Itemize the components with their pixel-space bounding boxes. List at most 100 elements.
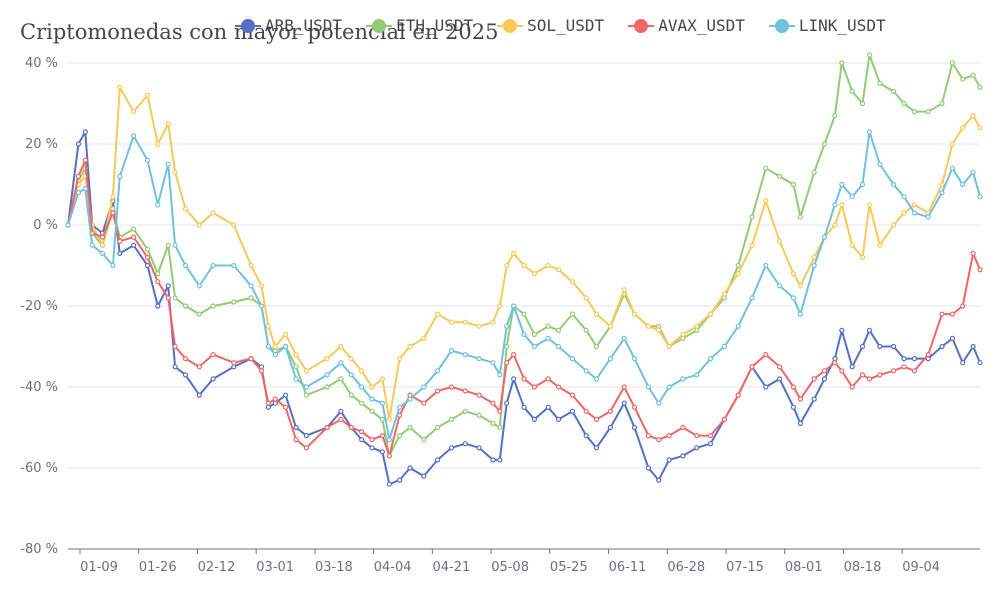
legend-label: ARB_USDT — [265, 16, 343, 35]
data-point — [694, 372, 700, 378]
data-point — [901, 194, 907, 200]
data-point — [155, 279, 161, 285]
data-point — [797, 214, 804, 220]
data-point — [859, 372, 866, 378]
chart-legend: ARB_USDT ETH_USDT SOL_USDT AVAX_USDT LINK_US… — [235, 16, 886, 35]
data-point — [839, 368, 845, 374]
data-point — [939, 311, 945, 317]
data-point — [555, 416, 562, 422]
data-point — [155, 202, 161, 208]
data-point — [435, 424, 441, 431]
data-point — [656, 323, 662, 329]
data-point — [82, 129, 88, 135]
data-point — [694, 445, 700, 451]
data-point — [797, 396, 804, 402]
data-point — [839, 60, 845, 66]
data-point — [476, 412, 482, 418]
data-point — [680, 331, 686, 337]
data-point — [172, 364, 178, 370]
data-point — [890, 88, 897, 95]
data-point — [283, 404, 289, 410]
data-point — [462, 408, 468, 414]
data-point — [645, 465, 652, 471]
data-point — [348, 372, 354, 378]
data-point — [379, 449, 385, 455]
data-point — [490, 457, 496, 463]
data-point — [435, 368, 441, 374]
data-point — [338, 408, 344, 414]
data-point — [359, 384, 365, 390]
data-point — [832, 356, 838, 362]
data-point — [172, 169, 178, 175]
data-point — [666, 343, 672, 350]
data-point — [155, 271, 161, 277]
data-point — [749, 295, 755, 301]
data-point — [89, 242, 95, 248]
data-point — [324, 424, 330, 431]
data-point — [435, 457, 441, 463]
y-tick-label: -20 % — [20, 299, 58, 314]
data-point — [324, 356, 330, 362]
data-point — [832, 202, 838, 208]
data-point — [866, 327, 873, 333]
data-point — [293, 376, 299, 382]
data-point — [569, 408, 576, 414]
data-point — [960, 181, 966, 188]
data-point — [555, 343, 562, 350]
data-point — [680, 424, 686, 431]
data-point — [462, 441, 468, 447]
data-point — [75, 141, 82, 147]
legend-item-sol_usdt[interactable]: SOL_USDT — [497, 16, 604, 35]
data-point — [155, 303, 161, 309]
data-point — [631, 404, 638, 410]
x-tick-label: 01-26 — [139, 560, 177, 575]
data-point — [210, 376, 216, 382]
data-point — [435, 388, 441, 394]
data-point — [949, 311, 956, 317]
data-point — [476, 323, 482, 329]
legend-item-link_usdt[interactable]: LINK_USDT — [768, 16, 886, 35]
data-point — [925, 352, 931, 358]
data-point — [849, 242, 855, 248]
data-point — [656, 327, 662, 333]
data-point — [99, 234, 106, 240]
data-point — [890, 368, 897, 374]
data-point — [504, 360, 510, 366]
data-point — [797, 283, 804, 289]
data-point — [607, 323, 614, 329]
data-point — [901, 356, 907, 362]
data-point — [763, 352, 769, 358]
data-point — [911, 356, 918, 362]
data-point — [379, 433, 385, 439]
legend-item-eth_usdt[interactable]: ETH_USDT — [366, 16, 473, 35]
data-point — [65, 222, 71, 228]
data-point — [776, 238, 783, 244]
data-point — [849, 364, 855, 370]
legend-item-avax_usdt[interactable]: AVAX_USDT — [628, 16, 745, 35]
data-point — [839, 181, 845, 188]
data-point — [631, 356, 638, 362]
y-tick-label: 0 % — [33, 218, 58, 233]
y-tick-label: 40 % — [25, 56, 58, 71]
series-line-link_usdt — [67, 130, 981, 441]
data-point — [763, 198, 769, 204]
data-point — [303, 368, 309, 374]
data-point — [901, 210, 907, 216]
data-point — [811, 262, 817, 269]
data-point — [645, 384, 652, 390]
data-point — [939, 100, 945, 107]
y-tick-label: -60 % — [20, 461, 58, 476]
data-point — [832, 360, 838, 366]
data-point — [172, 242, 178, 248]
data-point — [293, 437, 299, 443]
data-point — [735, 271, 741, 277]
data-point — [293, 352, 299, 358]
data-point — [531, 343, 538, 350]
data-point — [386, 453, 392, 459]
legend-item-arb_usdt[interactable]: ARB_USDT — [235, 16, 342, 35]
data-point — [763, 384, 769, 390]
data-point — [303, 384, 309, 390]
x-tick-label: 03-18 — [315, 560, 353, 575]
data-point — [210, 262, 216, 269]
